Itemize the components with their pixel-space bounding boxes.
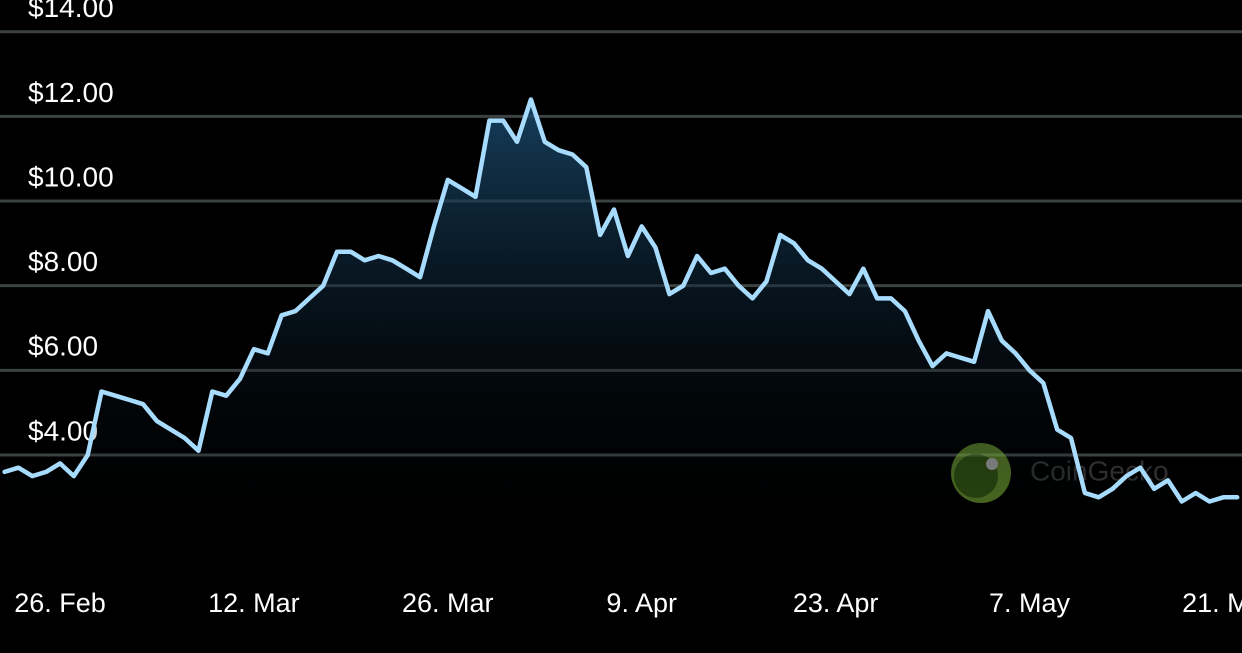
x-tick-label: 26. Feb: [14, 588, 106, 618]
y-tick-label: $10.00: [28, 161, 114, 192]
x-tick-label: 26. Mar: [402, 588, 494, 618]
plot: 26. Feb 12. Mar 26. Mar 9. Apr 23. Apr 7. May…: [2, 97, 1242, 618]
x-tick-label: 21. Ma: [1182, 588, 1242, 618]
y-tick-label: $4.00: [28, 415, 98, 446]
y-tick-label: $6.00: [28, 331, 98, 362]
y-tick-label: $14.00: [28, 0, 114, 23]
y-tick-label: $12.00: [28, 77, 114, 108]
price-line: [2, 97, 1240, 504]
area: [4, 99, 1238, 540]
x-tick-label: 23. Apr: [793, 588, 879, 618]
x-tick-label: 12. Mar: [208, 588, 300, 618]
y-tick-label: $8.00: [28, 246, 98, 277]
x-tick-label: 9. Apr: [606, 588, 677, 618]
x-tick-label: 7. May: [989, 588, 1071, 618]
